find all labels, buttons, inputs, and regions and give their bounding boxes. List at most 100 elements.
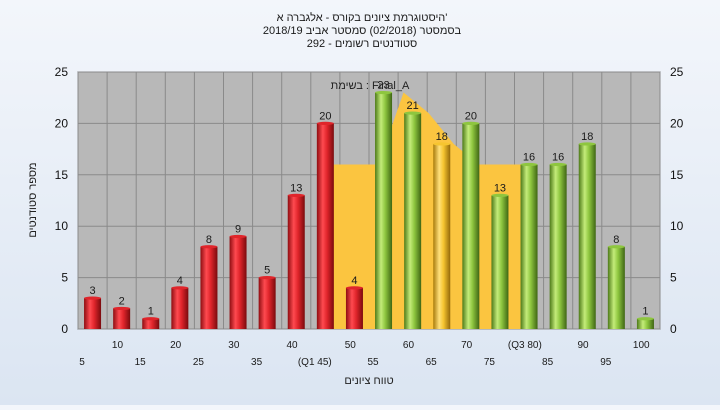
bar-cap [84,296,102,300]
data-label: 23 [377,80,389,92]
bar-body [375,92,393,329]
bar-cap [258,276,276,280]
y-tick-label: 0 [61,322,68,336]
x-tick-label: 25 [193,357,205,368]
x-tick-label: 55 [367,357,379,368]
bar-body [316,123,334,330]
bar-15 [491,193,509,329]
y-axis-right: 0 5 10 15 20 25 [670,65,684,336]
bar-4 [171,286,189,329]
y-tick-label: 25 [55,65,69,79]
data-label: 18 [436,131,448,143]
x-tick-label: 20 [170,340,182,351]
data-label: 18 [581,131,593,143]
x-tick-label: 85 [542,357,554,368]
bar-17 [549,162,567,329]
bar-cap [316,121,334,125]
bar-cap [142,317,160,321]
bar-20 [636,317,654,329]
data-label: 8 [613,234,619,246]
bar-18 [578,142,596,329]
x-tick-label: 10 [112,340,124,351]
x-tick-label: (Q1 45) [298,357,332,368]
x-tick-label: 50 [345,340,357,351]
bar-body [404,113,422,330]
data-label: 21 [407,100,419,112]
y-tick-label: 5 [61,271,68,285]
data-label: 20 [319,110,331,122]
bar-7 [258,276,276,329]
x-tick-label: 70 [461,340,473,351]
data-label: 16 [523,152,535,164]
bar-body [84,298,102,329]
chart-title: היסטוגרמת ציונים בקורס - אלגברה א' בסמסט… [263,11,462,50]
x-axis-label: טווח ציונים [344,375,393,387]
bar-cap [549,162,567,167]
bar-body [433,143,451,329]
bar-3 [142,317,160,329]
x-tick-label: 35 [251,357,263,368]
x-tick-label: 75 [484,357,496,368]
x-tick-label: 65 [426,357,438,368]
bar-cap [200,245,218,249]
bar-body [142,318,160,329]
data-label: 8 [206,234,212,246]
x-tick-label: 100 [633,340,650,351]
bar-cap [229,234,247,239]
y-axis-left: 0 5 10 15 20 25 [55,65,69,336]
bar-body [578,143,596,329]
y-tick-label-right: 5 [670,271,677,285]
bar-19 [607,245,625,329]
bar-body [491,195,509,329]
x-tick-label: 5 [79,357,85,368]
bar-body [171,287,189,329]
x-axis: 5 10 15 20 25 30 35 40 (Q1 45) 50 55 60 65 70 75 (Q3 80… [79,340,650,368]
x-tick-label: 30 [228,340,240,351]
bar-2 [113,306,131,329]
bar-11 [375,90,393,329]
bar-body [520,164,538,329]
bar-6 [229,234,247,329]
y-tick-label: 20 [55,116,69,130]
bar-cap [520,162,538,167]
data-label: 5 [264,265,270,277]
bar-16 [520,162,538,329]
bar-cap [345,286,363,290]
bars-group [84,90,654,330]
bar-cap [433,142,451,146]
x-tick-label: 60 [403,340,415,351]
y-tick-label-right: 20 [670,116,684,130]
bar-10 [345,286,363,329]
bar-cap [113,306,131,311]
data-label: 13 [290,182,302,194]
bar-cap [287,193,305,197]
bar-cap [404,111,422,115]
data-label: 4 [351,275,357,287]
bar-cap [462,121,480,125]
x-tick-label: 90 [578,340,590,351]
chart-annotation: בשימת : Final_A [331,80,410,92]
bar-body [345,287,363,329]
bar-8 [287,193,305,329]
bar-body [636,318,654,329]
bar-14 [462,121,480,330]
bar-cap [636,317,654,321]
bar-body [258,277,276,329]
y-tick-label-right: 10 [670,219,684,233]
y-tick-label-right: 15 [670,168,684,182]
data-label: 4 [177,275,183,287]
bar-body [462,123,480,330]
bar-12 [404,111,422,330]
y-tick-label: 15 [55,168,69,182]
data-label: 2 [119,295,125,307]
bar-1 [84,296,102,329]
title-line-1: היסטוגרמת ציונים בקורס - אלגברה א' [277,11,448,24]
bar-cap [491,193,509,197]
data-label: 20 [465,110,477,122]
x-tick-label: 95 [600,357,612,368]
y-tick-label-right: 25 [670,65,684,79]
bar-9 [316,121,334,330]
